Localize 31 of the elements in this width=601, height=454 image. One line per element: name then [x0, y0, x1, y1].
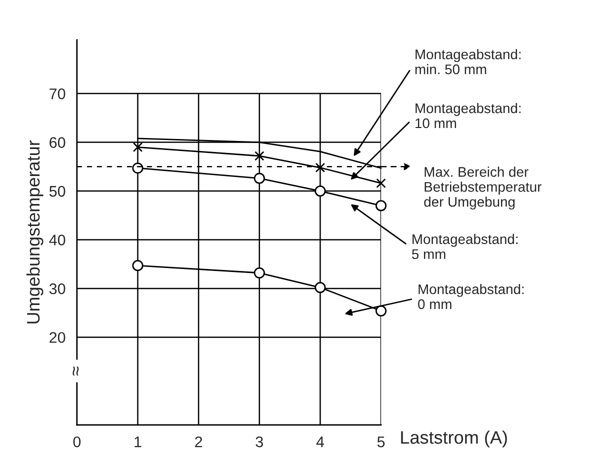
point — [375, 200, 387, 212]
point — [314, 282, 326, 294]
y-tick-label: 70 — [50, 88, 66, 100]
x-tick-label: 2 — [195, 436, 202, 448]
x-tick-label: 4 — [316, 436, 324, 448]
y-axis-title: Umgebungstemperatur — [26, 140, 44, 324]
annotation: ≈ — [72, 366, 79, 376]
x-tick-label: 3 — [256, 436, 263, 448]
y-tick-label: 40 — [49, 234, 66, 246]
y-tick-label: 20 — [50, 332, 66, 343]
y-tick-label: 30 — [49, 283, 66, 294]
y-tick-label: 60 — [50, 137, 66, 148]
legend-label: Max. Bereich der Betriebstemperatur der Umgebung — [424, 166, 542, 210]
y-tick-label: 50 — [49, 186, 66, 197]
text: Montageabstand: 5 mm — [412, 234, 518, 260]
text: Montageabstand: min. 50 mm — [415, 49, 521, 74]
point — [376, 178, 386, 188]
point — [132, 260, 144, 272]
x-axis-title: Laststrom (A) — [401, 430, 507, 448]
text: Montageabstand: 0 mm — [418, 284, 524, 310]
x-tick-label: 0 — [73, 436, 81, 448]
point — [375, 305, 387, 316]
point — [314, 185, 326, 197]
point — [254, 267, 265, 278]
point — [254, 151, 264, 161]
point — [315, 162, 326, 172]
x-tick-label: 5 — [377, 436, 385, 448]
point — [254, 172, 265, 184]
text: Montageabstand: 10 mm — [416, 102, 521, 128]
point — [132, 142, 143, 152]
x-tick-label: 1 — [134, 436, 142, 448]
